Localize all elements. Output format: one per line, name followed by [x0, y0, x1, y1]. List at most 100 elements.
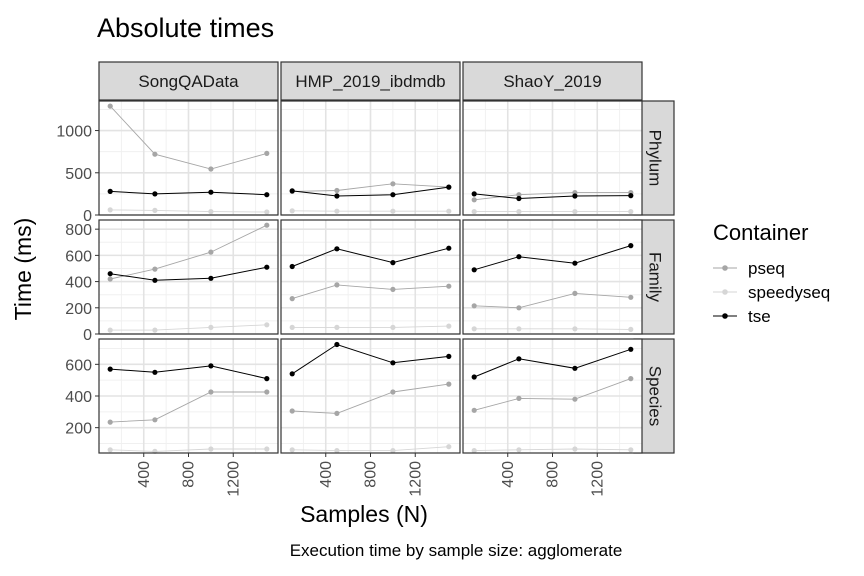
facet-grid: SongQAData HMP_2019_ibdmdb ShaoY_2019 Phylu…: [56, 61, 675, 497]
point-speedyseq: [107, 447, 113, 453]
point-pseq: [516, 395, 522, 401]
series-line-pseq: [474, 192, 631, 201]
point-tse: [264, 264, 270, 270]
point-speedyseq: [264, 322, 270, 328]
point-pseq: [208, 166, 214, 172]
x-tick-label: 800: [545, 461, 562, 488]
series-line-tse: [291, 343, 449, 375]
panel-border: [280, 338, 461, 454]
x-tick-label: 800: [181, 461, 198, 488]
panel-border: [98, 338, 279, 454]
point-tse: [289, 263, 295, 270]
point-speedyseq: [289, 324, 295, 330]
series-line-tse: [110, 365, 267, 380]
x-tick-label: 1200: [407, 461, 424, 497]
panel-border: [462, 100, 643, 216]
point-speedyseq: [471, 209, 477, 215]
point-tse: [152, 369, 158, 375]
point-pseq: [208, 249, 214, 255]
y-tick-label: 400: [65, 389, 92, 406]
x-tick-label: 400: [136, 461, 153, 488]
panel-family-shaoy-2019: [462, 219, 643, 335]
series-line-pseq: [110, 224, 267, 280]
point-pseq: [152, 266, 158, 272]
point-pseq: [208, 389, 214, 395]
panel-phylum-songqadata: [98, 100, 279, 216]
panel-phylum-hmp-2019-ibdmdb: [280, 100, 461, 216]
point-speedyseq: [628, 447, 634, 453]
point-tse: [390, 360, 396, 366]
point-pseq: [390, 181, 396, 187]
strip-label-hmp-2019-ibdmdb: HMP_2019_ibdmdb: [295, 72, 445, 91]
panel-phylum-shaoy-2019: [462, 100, 643, 216]
y-tick-label: 800: [65, 222, 92, 239]
point-speedyseq: [264, 209, 270, 215]
panel-species-hmp-2019-ibdmdb: [280, 338, 461, 454]
point-tse: [289, 371, 295, 377]
point-pseq: [516, 192, 522, 198]
point-tse: [390, 192, 396, 198]
legend-key-point: [722, 313, 728, 319]
point-tse: [334, 193, 340, 199]
chart-title: Absolute times: [97, 13, 274, 43]
legend-item-pseq: pseq: [713, 259, 785, 278]
series-line-pseq: [474, 292, 631, 309]
chart-caption: Execution time by sample size: agglomera…: [290, 541, 623, 560]
point-pseq: [572, 396, 578, 402]
strip-label-phylum: Phylum: [646, 130, 665, 187]
point-tse: [628, 243, 634, 249]
series-line-pseq: [474, 378, 631, 411]
point-speedyseq: [572, 209, 578, 215]
series-line-speedyseq: [110, 448, 267, 452]
point-tse: [107, 188, 113, 194]
panel-border: [462, 219, 643, 335]
panel-family-songqadata: [98, 219, 279, 335]
series-line-speedyseq: [292, 446, 449, 452]
point-tse: [264, 192, 270, 198]
point-pseq: [334, 187, 340, 194]
legend-item-tse: tse: [713, 307, 771, 326]
x-tick-label: 1200: [589, 461, 606, 497]
point-tse: [264, 376, 270, 382]
point-speedyseq: [471, 326, 477, 332]
point-tse: [516, 195, 522, 202]
y-tick-label: 1000: [56, 124, 92, 141]
y-axis-title: Time (ms): [10, 218, 36, 321]
point-pseq: [152, 151, 158, 157]
legend-label: pseq: [748, 259, 785, 278]
point-speedyseq: [264, 446, 270, 452]
point-pseq: [107, 276, 113, 282]
series-line-pseq: [292, 284, 449, 300]
point-pseq: [628, 294, 634, 300]
point-pseq: [572, 290, 578, 296]
point-speedyseq: [208, 209, 214, 215]
point-tse: [471, 267, 477, 273]
point-speedyseq: [446, 444, 452, 450]
point-pseq: [264, 150, 270, 156]
legend-item-speedyseq: speedyseq: [713, 283, 830, 302]
point-speedyseq: [390, 324, 396, 330]
point-tse: [208, 363, 214, 369]
point-speedyseq: [107, 327, 113, 333]
point-speedyseq: [390, 448, 396, 454]
y-tick-label: 200: [65, 421, 92, 438]
series-line-speedyseq: [110, 324, 267, 331]
legend-items: pseq speedyseq tse: [713, 259, 830, 326]
point-speedyseq: [628, 326, 634, 332]
point-speedyseq: [289, 208, 295, 214]
point-tse: [471, 191, 477, 197]
point-pseq: [107, 419, 113, 425]
y-tick-label: 600: [65, 357, 92, 374]
series-line-pseq: [292, 383, 449, 414]
series-line-tse: [474, 245, 631, 271]
point-tse: [572, 365, 578, 371]
panel-border: [280, 100, 461, 216]
point-speedyseq: [152, 327, 158, 333]
series-line-speedyseq: [474, 328, 631, 330]
point-tse: [446, 353, 452, 359]
series-line-tse: [110, 190, 267, 196]
point-pseq: [334, 410, 340, 416]
point-speedyseq: [516, 326, 522, 332]
series-line-pseq: [110, 391, 267, 423]
